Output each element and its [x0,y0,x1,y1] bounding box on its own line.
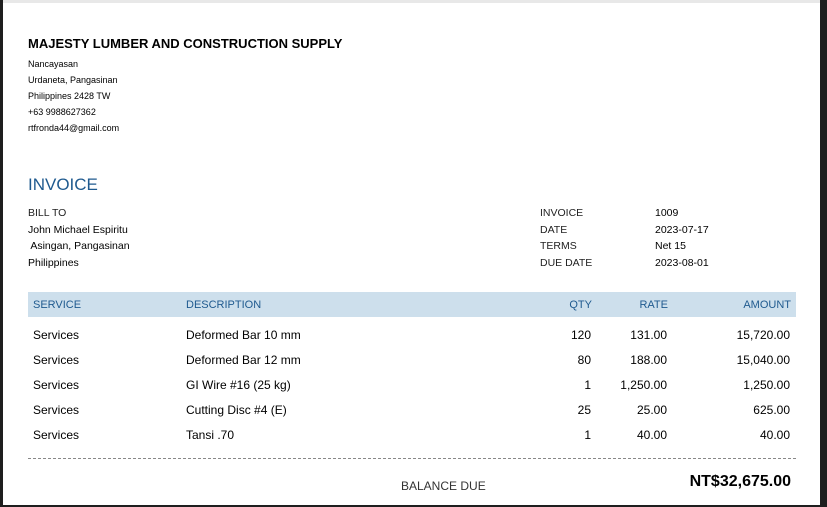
meta-value: Net 15 [655,240,686,253]
row-description: Deformed Bar 12 mm [186,353,301,367]
table-header: SERVICE DESCRIPTION QTY RATE AMOUNT [28,292,796,317]
balance-due-amount: NT$32,675.00 [689,473,791,490]
divider [28,458,796,459]
company-phone: +63 9988627362 [28,107,96,117]
row-service: Services [33,378,80,392]
bill-to-name: John Michael Espiritu [28,224,128,236]
bill-to-label: BILL TO [28,207,67,219]
top-edge [3,0,820,3]
meta-label: INVOICE [540,207,584,219]
balance-due-label: BALANCE DUE [401,479,486,493]
meta-label: TERMS [540,240,577,253]
bill-to-address: Asingan, Pangasinan [28,240,130,252]
row-qty: 25 [577,403,591,417]
meta-value: 2023-08-01 [655,257,709,270]
row-qty: 80 [577,353,591,367]
row-rate: 131.00 [630,328,667,342]
row-service: Services [33,403,80,417]
row-amount: 1,250.00 [743,378,790,392]
row-description: GI Wire #16 (25 kg) [186,378,291,392]
bill-to-country: Philippines [28,257,79,269]
row-amount: 625.00 [753,403,790,417]
row-rate: 40.00 [636,428,667,442]
row-service: Services [33,428,80,442]
header-amount: AMOUNT [743,299,791,311]
header-qty: QTY [569,299,592,311]
company-address-line: Philippines 2428 TW [28,91,111,101]
row-amount: 15,040.00 [736,353,790,367]
row-service: Services [33,353,80,367]
meta-label: DATE [540,223,568,236]
meta-value: 1009 [655,207,679,219]
company-name: MAJESTY LUMBER AND CONSTRUCTION SUPPLY [28,36,343,51]
row-amount: 15,720.00 [736,328,790,342]
company-address-line: Nancayasan [28,59,79,69]
row-rate: 1,250.00 [620,378,667,392]
row-qty: 120 [570,328,591,342]
row-description: Tansi .70 [186,428,235,442]
company-address-line: Urdaneta, Pangasinan [28,75,118,85]
meta-value: 2023-07-17 [655,223,709,236]
row-service: Services [33,328,80,342]
header-rate: RATE [639,299,668,311]
header-service: SERVICE [33,299,82,311]
row-rate: 188.00 [630,353,667,367]
row-qty: 1 [584,378,591,392]
row-description: Deformed Bar 10 mm [186,328,301,342]
row-qty: 1 [584,428,591,442]
company-email: rtfronda44@gmail.com [28,123,120,133]
invoice-title: INVOICE [28,175,98,194]
row-rate: 25.00 [636,403,667,417]
row-amount: 40.00 [759,428,790,442]
row-description: Cutting Disc #4 (E) [186,403,287,417]
meta-label: DUE DATE [540,257,593,270]
invoice-page: MAJESTY LUMBER AND CONSTRUCTION SUPPLY N… [3,3,820,505]
header-description: DESCRIPTION [186,299,262,311]
